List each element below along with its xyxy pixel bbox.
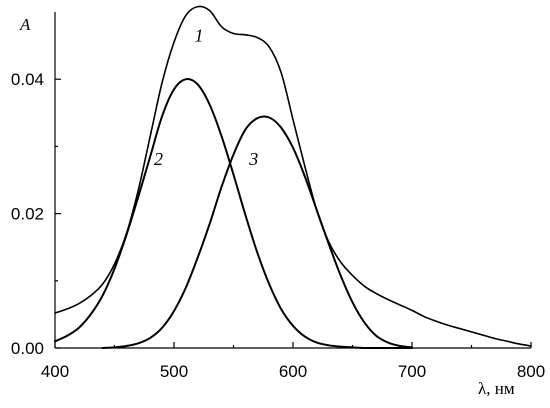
y-axis-title: A [19,15,31,34]
series-layer [54,5,532,350]
x-tick-label: 500 [160,362,188,381]
x-tick-label: 700 [398,362,426,381]
curve-labels: 1 2 3 [154,26,258,170]
curve-label-1: 1 [194,26,203,46]
curve-label-3: 3 [248,149,258,169]
series-curve-1 [54,5,532,347]
y-tick-label: 0.02 [11,205,44,224]
x-axis-title: λ, нм [478,379,515,398]
y-tick-label: 0.00 [11,339,44,358]
tick-labels: 400 500 600 700 800 0.00 0.02 0.04 [11,70,545,381]
y-tick-label: 0.04 [11,70,44,89]
x-tick-label: 400 [41,362,69,381]
series-curve-3 [101,115,413,349]
series-curve-2 [54,78,413,350]
curve-label-2: 2 [154,149,163,169]
x-tick-label: 800 [517,362,545,381]
axes [54,12,531,349]
x-tick-label: 600 [279,362,307,381]
